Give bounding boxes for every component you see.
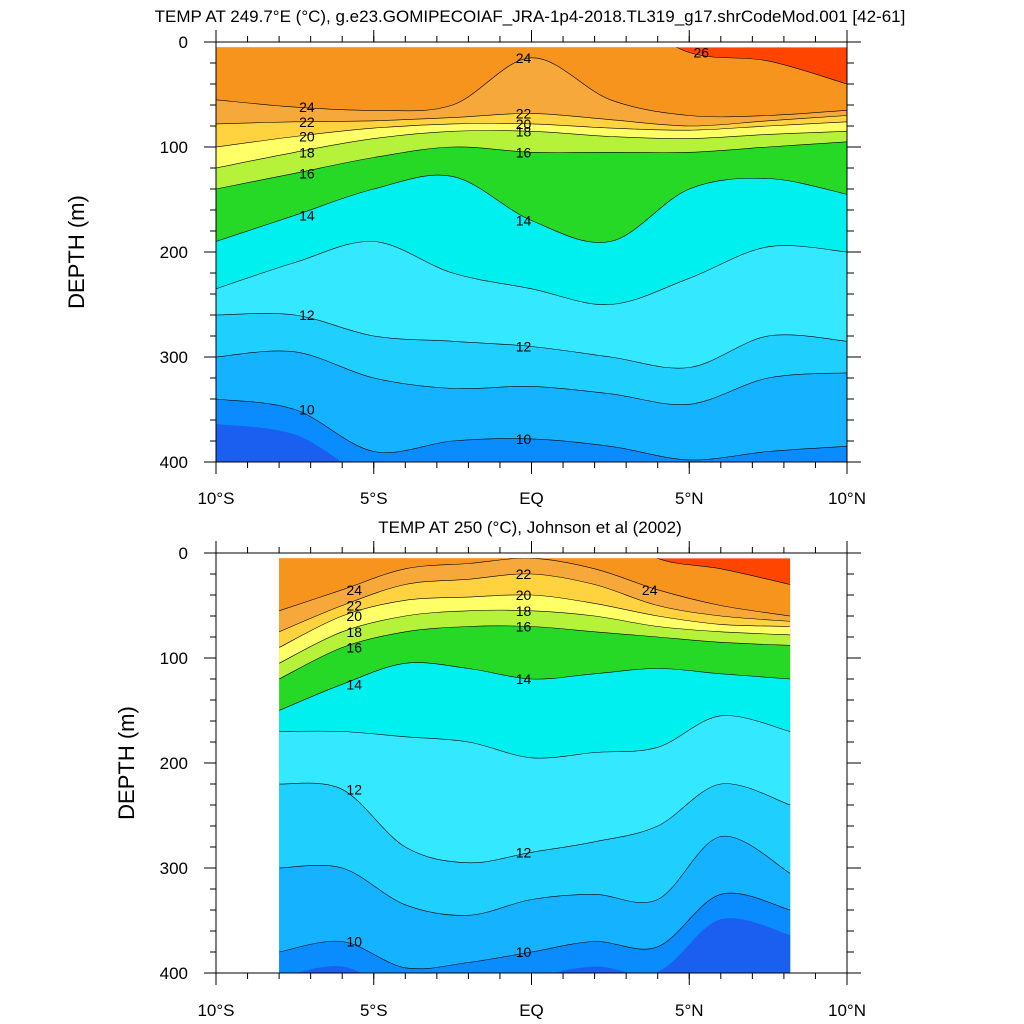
isotherm-24-line xyxy=(216,57,847,118)
isotherm-18-line xyxy=(216,130,847,169)
contour-label-18: 18 xyxy=(299,144,315,160)
y-axis-label: DEPTH (m) xyxy=(114,706,139,820)
x-tick-label: 10°N xyxy=(828,1001,866,1020)
isotherm-26-line xyxy=(676,47,847,85)
x-tick-label: EQ xyxy=(519,489,544,508)
band-11 xyxy=(279,836,791,973)
chart-title: TEMP AT 250 (°C), Johnson et al (2002) xyxy=(378,518,682,537)
isotherm-16-line xyxy=(279,625,791,680)
contour-label-22: 22 xyxy=(299,114,315,130)
y-tick-label: 400 xyxy=(160,453,188,472)
y-tick-label: 200 xyxy=(160,243,188,262)
panel-model: 262424222220201818161614141212101010°S5°… xyxy=(64,7,905,508)
x-tick-label: 5°S xyxy=(360,489,388,508)
chart-title: TEMP AT 249.7°E (°C), g.e23.GOMIPECOIAF_… xyxy=(155,7,906,26)
y-tick-label: 100 xyxy=(160,649,188,668)
x-tick-label: EQ xyxy=(519,1001,544,1020)
isotherm-20-line xyxy=(279,594,791,648)
y-tick-label: 300 xyxy=(160,348,188,367)
x-tick-label: 5°N xyxy=(675,489,704,508)
contour-label-16: 16 xyxy=(299,165,315,181)
band-bottom xyxy=(216,424,343,462)
isotherm-13-line xyxy=(216,241,847,305)
contour-label-10: 10 xyxy=(346,934,362,950)
y-tick-label: 100 xyxy=(160,138,188,157)
contour-label-20: 20 xyxy=(516,116,532,132)
contour-label-24: 24 xyxy=(642,582,658,598)
contour-label-12: 12 xyxy=(516,339,532,355)
isotherm-14-line xyxy=(279,662,791,711)
contour-label-12: 12 xyxy=(299,307,315,323)
isotherm-22-line xyxy=(279,573,791,633)
contour-field: 2624242222202018181616141412121010 xyxy=(216,45,847,462)
isotherm-10-line xyxy=(279,892,791,970)
x-tick-label: 5°N xyxy=(675,1001,704,1020)
contour-label-18: 18 xyxy=(346,624,362,640)
contour-label-14: 14 xyxy=(346,676,362,692)
isotherm-10-line xyxy=(216,398,847,461)
contour-label-16: 16 xyxy=(516,619,532,635)
y-axis-label: DEPTH (m) xyxy=(64,195,89,309)
contour-label-18: 18 xyxy=(516,123,532,139)
isotherm-11-line xyxy=(216,350,847,406)
contour-label-24: 24 xyxy=(346,582,362,598)
x-tick-label: 5°S xyxy=(360,1001,388,1020)
y-tick-label: 0 xyxy=(179,33,188,52)
contour-label-22: 22 xyxy=(346,598,362,614)
isotherm-18-line xyxy=(279,609,791,664)
contour-label-22: 22 xyxy=(516,566,532,582)
contour-label-18: 18 xyxy=(516,603,532,619)
band-11 xyxy=(216,350,847,462)
band-bottom xyxy=(295,918,791,973)
contour-label-20: 20 xyxy=(516,587,532,603)
contour-label-20: 20 xyxy=(299,129,315,145)
isotherm-12-line xyxy=(279,782,791,864)
isotherm-14-line xyxy=(216,174,847,243)
isotherm-24-line xyxy=(279,558,791,617)
y-tick-label: 300 xyxy=(160,859,188,878)
contour-label-26: 26 xyxy=(693,45,709,61)
contour-label-14: 14 xyxy=(299,207,315,223)
contour-label-24: 24 xyxy=(516,50,532,66)
contour-label-12: 12 xyxy=(346,781,362,797)
isotherm-11-line xyxy=(279,835,791,916)
isotherm-26-line xyxy=(656,558,791,585)
band-10 xyxy=(279,893,791,973)
contour-label-14: 14 xyxy=(516,213,532,229)
y-tick-label: 200 xyxy=(160,754,188,773)
contour-label-16: 16 xyxy=(346,640,362,656)
isotherm-20-line xyxy=(216,121,847,148)
y-tick-label: 400 xyxy=(160,964,188,983)
contour-label-12: 12 xyxy=(516,844,532,860)
contour-label-16: 16 xyxy=(516,144,532,160)
x-tick-label: 10°S xyxy=(197,1001,234,1020)
isotherm-22-line xyxy=(216,113,847,127)
x-tick-label: 10°S xyxy=(197,489,234,508)
x-tick-label: 10°N xyxy=(828,489,866,508)
contour-label-14: 14 xyxy=(516,671,532,687)
contour-label-24: 24 xyxy=(299,99,315,115)
y-tick-label: 0 xyxy=(179,544,188,563)
contour-label-20: 20 xyxy=(346,608,362,624)
isotherm-16-line xyxy=(216,141,847,190)
isotherm-12-line xyxy=(216,313,847,369)
isotherm-13-line xyxy=(279,715,791,759)
contour-label-10: 10 xyxy=(516,431,532,447)
contour-label-10: 10 xyxy=(299,402,315,418)
contour-label-10: 10 xyxy=(516,944,532,960)
contour-label-22: 22 xyxy=(516,105,532,121)
